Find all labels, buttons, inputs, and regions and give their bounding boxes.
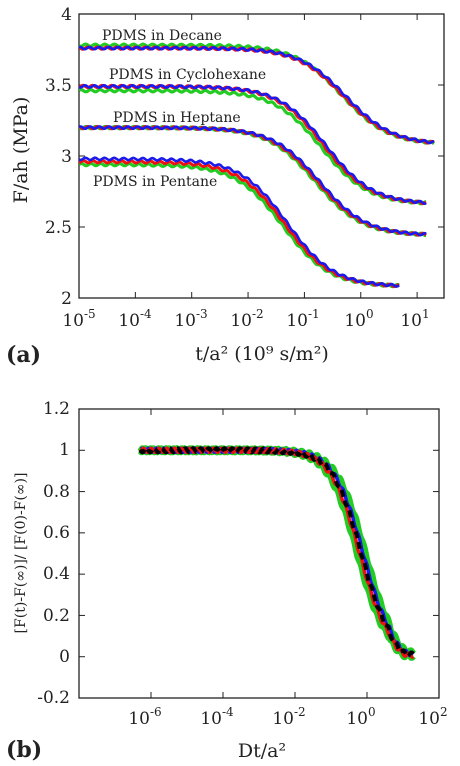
series-0-blue-line xyxy=(79,45,435,145)
panel-a-plot-frame xyxy=(78,13,445,299)
panel-a-ticks xyxy=(78,13,444,299)
panel-b-y-tick-label: 0.4 xyxy=(43,564,70,584)
panel-a-y-axis-title: F/ah (MPa) xyxy=(10,97,32,204)
panel-b-y-tick-labels: -0.2 0 0.2 0.4 0.6 0.8 1 1.2 xyxy=(37,399,70,708)
panel-a-x-tick-label: 101 xyxy=(400,307,429,331)
panel-b-ticks xyxy=(79,408,440,699)
master-curve-red-line xyxy=(138,446,415,659)
panel-b-curves xyxy=(137,445,416,661)
panel-a-x-tick-label: 10-5 xyxy=(62,307,95,331)
panel-b-x-tick-label: 10-4 xyxy=(200,705,234,729)
panel-b-x-tick-label: 102 xyxy=(418,705,447,729)
panel-a-x-tick-label: 100 xyxy=(344,307,373,331)
panel-a-y-tick-label: 2.5 xyxy=(45,218,72,238)
panel-a-y-tick-label: 3.5 xyxy=(45,76,72,96)
panel-a-annotations: PDMS in Decane PDMS in Cyclohexane PDMS … xyxy=(93,28,266,190)
series-label-heptane: PDMS in Heptane xyxy=(113,110,241,126)
panel-a-x-tick-labels: 10-5 10-4 10-3 10-2 10-1 100 101 xyxy=(62,307,429,331)
panel-b-y-tick-label: -0.2 xyxy=(37,688,70,708)
panel-b-x-tick-labels: 10-6 10-4 10-2 100 102 xyxy=(128,705,447,729)
series-label-pentane: PDMS in Pentane xyxy=(93,174,217,190)
panel-b-x-axis-title: Dt/a² xyxy=(238,740,286,762)
series-label-decane: PDMS in Decane xyxy=(102,28,222,44)
panel-b-plot-frame xyxy=(78,408,440,699)
panel-b-y-tick-label: 1.2 xyxy=(43,399,70,419)
panel-a-y-tick-labels: 2 2.5 3 3.5 4 xyxy=(45,5,72,309)
series-1-blue-line xyxy=(79,84,427,205)
panel-b-x-tick-label: 10-6 xyxy=(128,705,161,729)
panel-b-x-tick-label: 100 xyxy=(346,705,375,729)
panel-b-y-tick-label: 0.8 xyxy=(43,482,70,502)
panel-a-curves xyxy=(79,42,435,289)
panel-a-label: (a) xyxy=(6,342,41,368)
panel-a-y-tick-label: 4 xyxy=(61,5,72,25)
panel-a-x-tick-label: 10-4 xyxy=(118,307,152,331)
panel-b-y-tick-label: 1 xyxy=(59,440,70,460)
master-curve-blue-line xyxy=(139,446,415,658)
panel-a-y-tick-label: 2 xyxy=(61,289,72,309)
panel-b-y-tick-label: 0.6 xyxy=(43,523,70,543)
master-curve-green-line xyxy=(137,445,416,661)
panel-b-y-tick-label: 0 xyxy=(59,647,70,667)
master-curve-black-line xyxy=(138,446,416,659)
panel-a-y-tick-label: 3 xyxy=(61,147,72,167)
panel-b-y-tick-label: 0.2 xyxy=(43,606,70,626)
panel-b-y-axis-title: [F(t)-F(∞)]/ [F(0)-F(∞)] xyxy=(13,473,29,634)
panel-a-chart: 2 2.5 3 3.5 4 10-5 10-4 10-3 10-2 10-1 1… xyxy=(6,5,445,368)
panel-a-x-axis-title: t/a² (10⁹ s/m²) xyxy=(195,343,328,365)
panel-b-label: (b) xyxy=(6,737,42,763)
panel-a-x-tick-label: 10-3 xyxy=(174,307,207,331)
master-curve-green-line xyxy=(137,445,416,657)
series-2-blue-line xyxy=(79,125,427,237)
series-3-red-line xyxy=(79,159,400,289)
panel-a-x-tick-label: 10-1 xyxy=(286,307,319,331)
series-label-cyclohexane: PDMS in Cyclohexane xyxy=(109,67,266,83)
panel-a-x-tick-label: 10-2 xyxy=(230,307,263,331)
series-3-blue-line xyxy=(79,156,400,288)
panel-b-chart: -0.2 0 0.2 0.4 0.6 0.8 1 1.2 10-6 10-4 1… xyxy=(6,399,448,763)
panel-b-x-tick-label: 10-2 xyxy=(272,705,305,729)
